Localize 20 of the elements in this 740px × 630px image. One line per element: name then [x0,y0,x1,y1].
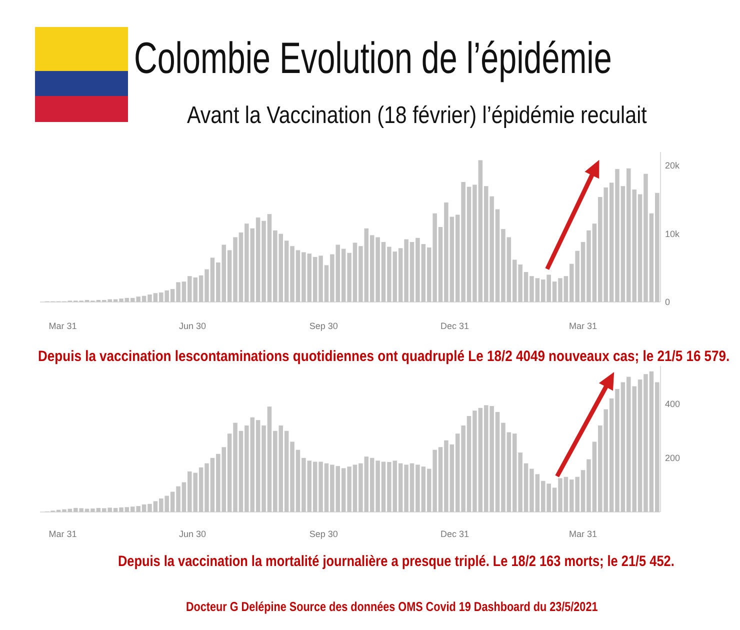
chart-subtitle: Avant la Vaccination (18 février) l’épidémie reculait [187,102,648,128]
x-tick-label: Jun 30 [178,529,206,539]
x-tick-label: Dec 31 [440,529,470,539]
x-tick-label: Mar 31 [48,321,77,331]
chart-title: Colombie Evolution de l’épidémie [134,34,612,84]
x-tick-label: Sep 30 [309,529,338,539]
text: Docteur G Delépine Source des données OMS Covid 19 Dashboard du 23/5/2021 [186,599,598,614]
x-tick-label: Jun 30 [178,321,206,331]
x-tick-label: Dec 31 [440,321,470,331]
y-tick-label: 400 [665,398,680,409]
y-tick-label: 10k [665,228,680,239]
y-tick-label: 0 [665,297,670,307]
text: Depuis la vaccination lescontaminations quotidiennes ont quadruplé Le 18/2 4049 nouveaux cas; le 21/5 16 579. [38,347,730,364]
y-tick-label: 200 [665,452,680,463]
x-tick-label: Sep 30 [309,321,338,331]
x-tick-label: Mar 31 [569,321,598,331]
y-tick-label: 20k [665,160,680,171]
x-tick-label: Mar 31 [48,529,77,539]
x-tick-label: Mar 31 [569,529,598,539]
text: Depuis la vaccination la mortalité journalière a presque triplé. Le 18/2 163 morts; le 21/5 452. [118,552,674,570]
